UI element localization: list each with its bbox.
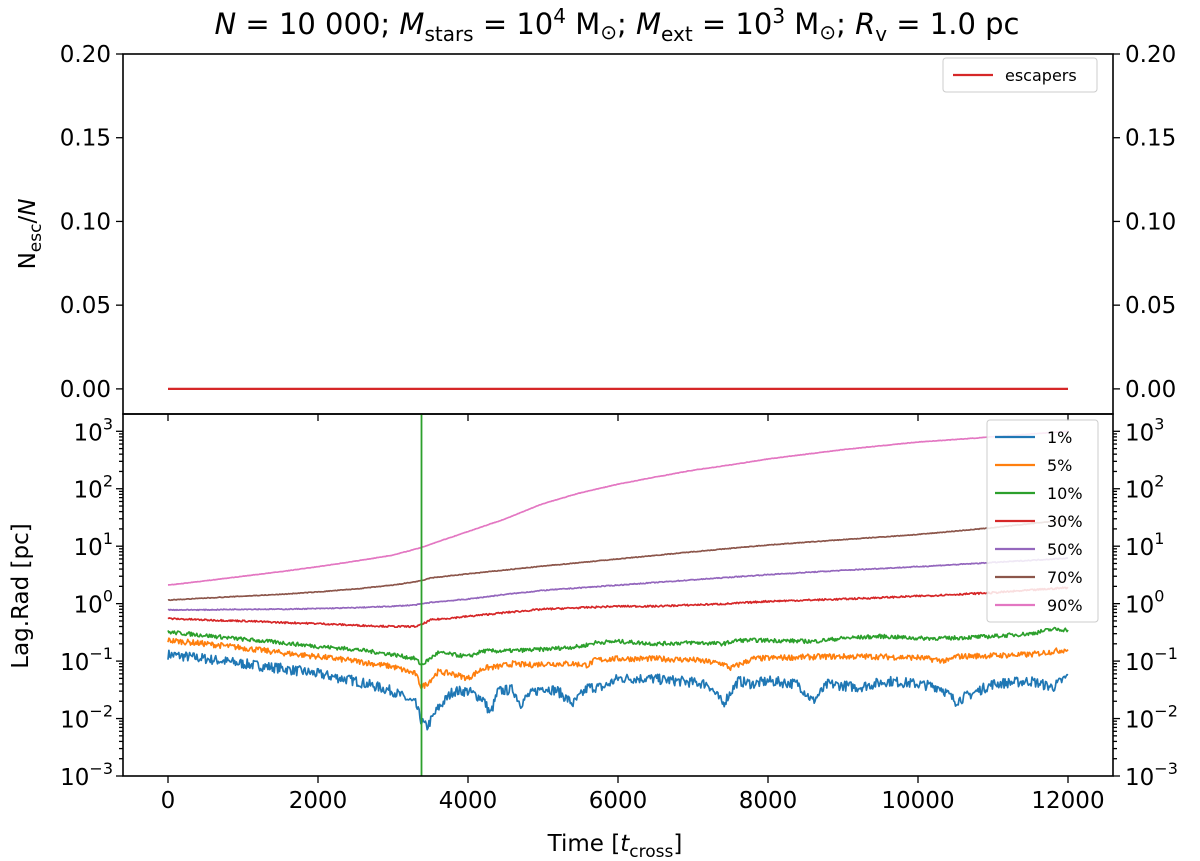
legend-box: [942, 57, 1098, 93]
y-tick-label-right: 10−2: [1125, 702, 1178, 734]
y-tick-label-right: 0.00: [1125, 377, 1176, 403]
lagrangian-radii-y-ticks: 10−3 10−3 10−2 10−2 10−1 10−1 100 100 101 101 102 1…: [60, 414, 1178, 791]
escapers-panel-frame: [122, 53, 1114, 415]
escapers-y-ticks: 0.00 0.00 0.05 0.05 0.10 0.10 0.15 0.15 0.20 0.20: [60, 42, 1176, 403]
y-tick-label-right: 10−1: [1125, 644, 1178, 676]
legend-label-10pct: 10%: [1047, 484, 1083, 503]
x-tick-label: 6000: [589, 788, 648, 814]
y-tick-label-left: 102: [74, 472, 113, 504]
y-tick-label-right: 10−3: [1125, 759, 1178, 791]
y-tick-label-left: 0.20: [60, 42, 111, 68]
series-line-90pct: [167, 430, 1069, 586]
lagrangian-radii-plot-area: [167, 414, 1069, 776]
legend-label-escapers: escapers: [1005, 66, 1077, 85]
legend-label-90pct: 90%: [1047, 596, 1083, 615]
y-tick-label-right: 100: [1125, 587, 1164, 619]
legend-box: [986, 419, 1099, 623]
y-tick-label-left: 10−1: [60, 644, 113, 676]
y-tick-label-right: 0.20: [1125, 42, 1176, 68]
legend-label-70pct: 70%: [1047, 568, 1083, 587]
series-line-30pct: [167, 586, 1069, 629]
series-line-10pct: [167, 626, 1069, 666]
y-tick-label-left: 0.10: [60, 209, 111, 235]
legend-label-50pct: 50%: [1047, 540, 1083, 559]
y-tick-label-right: 103: [1125, 414, 1164, 446]
x-tick-label: 2000: [289, 788, 348, 814]
y-tick-label-left: 0.05: [60, 293, 111, 319]
lagrangian-radii-panel: 10−3 10−3 10−2 10−2 10−1 10−1 100 100 101 101 102 1…: [60, 413, 1178, 814]
escapers-y-axis-label: Nesc/N: [15, 199, 46, 270]
series-line-1pct: [167, 649, 1069, 731]
series-line-50pct: [167, 557, 1069, 612]
y-tick-label-right: 101: [1125, 529, 1164, 561]
y-tick-label-left: 10−3: [60, 759, 113, 791]
x-tick-label: 4000: [439, 788, 498, 814]
lagrangian-radii-y-axis-label: Lag.Rad [pc]: [8, 523, 34, 669]
lagrangian-radii-legend: 1% 5% 10% 30% 50% 70% 90%: [986, 419, 1099, 623]
y-tick-label-right: 102: [1125, 472, 1164, 504]
y-tick-label-left: 101: [74, 529, 113, 561]
series-line-70pct: [167, 518, 1069, 602]
chart-title: N = 10 000; Mstars = 104 M⊙; Mext = 103 …: [215, 4, 1020, 46]
time-x-axis-label: Time [tcross]: [547, 831, 683, 861]
y-tick-label-right: 0.05: [1125, 293, 1176, 319]
legend-label-1pct: 1%: [1047, 428, 1072, 447]
x-tick-label: 8000: [739, 788, 798, 814]
y-tick-label-left: 10−2: [60, 702, 113, 734]
y-tick-label-left: 0.00: [60, 377, 111, 403]
escapers-legend: escapers: [942, 57, 1098, 93]
escapers-panel: 0.00 0.00 0.05 0.05 0.10 0.10 0.15 0.15 0.20 0.20…: [60, 42, 1176, 421]
series-line-5pct: [167, 637, 1069, 689]
x-tick-label: 10000: [881, 788, 954, 814]
y-tick-label-right: 0.15: [1125, 126, 1176, 152]
x-tick-label: 12000: [1031, 788, 1104, 814]
y-tick-label-right: 0.10: [1125, 209, 1176, 235]
y-tick-label-left: 103: [74, 414, 113, 446]
legend-label-5pct: 5%: [1047, 456, 1072, 475]
y-tick-label-left: 100: [74, 587, 113, 619]
escapers-x-ticks: [167, 414, 1069, 421]
y-tick-label-left: 0.15: [60, 126, 111, 152]
x-tick-label: 0: [161, 788, 176, 814]
time-x-ticks: 0 2000 4000 6000 8000 10000 12000: [161, 776, 1105, 814]
legend-label-30pct: 30%: [1047, 512, 1083, 531]
